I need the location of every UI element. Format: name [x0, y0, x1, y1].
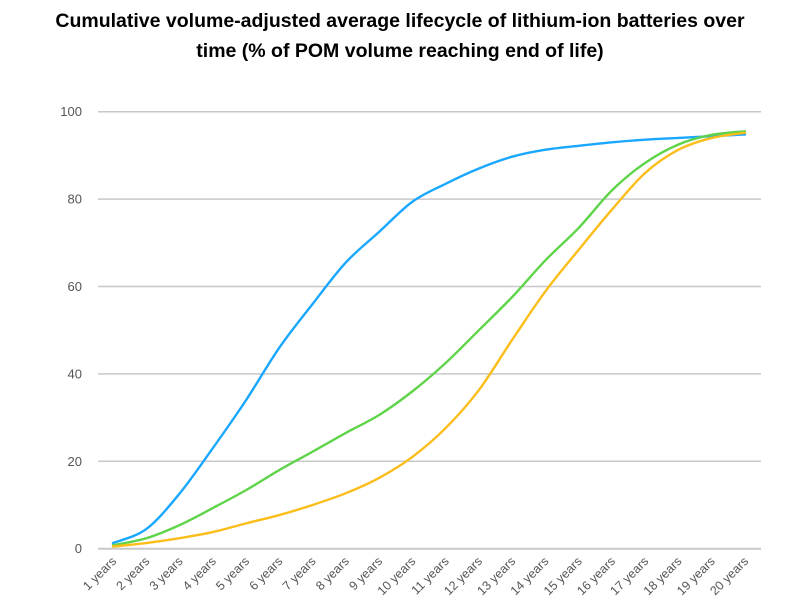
x-tick-label: 8 years	[313, 554, 352, 593]
x-tick-label: 3 years	[147, 554, 186, 593]
y-tick-label: 80	[68, 192, 82, 207]
x-tick-label: 6 years	[247, 554, 286, 593]
series-line-3	[111, 131, 747, 548]
y-tick-label: 40	[68, 366, 82, 381]
chart-title-line-2: time (% of POM volume reaching end of li…	[196, 40, 604, 62]
series-line-2	[111, 130, 747, 547]
y-tick-label: 100	[60, 104, 82, 119]
x-tick-label: 2 years	[113, 554, 152, 593]
x-tick-label: 4 years	[180, 554, 219, 593]
y-tick-label: 60	[68, 279, 82, 294]
series-line-1	[111, 133, 747, 545]
x-tick-label: 7 years	[280, 554, 319, 593]
y-tick-label: 20	[68, 454, 82, 469]
x-tick-label: 1 years	[80, 554, 119, 593]
chart-title-line-1: Cumulative volume-adjusted average lifec…	[55, 10, 745, 32]
x-tick-label: 5 years	[213, 554, 252, 593]
y-tick-label: 0	[75, 541, 82, 556]
chart-title: Cumulative volume-adjusted average lifec…	[0, 6, 800, 66]
